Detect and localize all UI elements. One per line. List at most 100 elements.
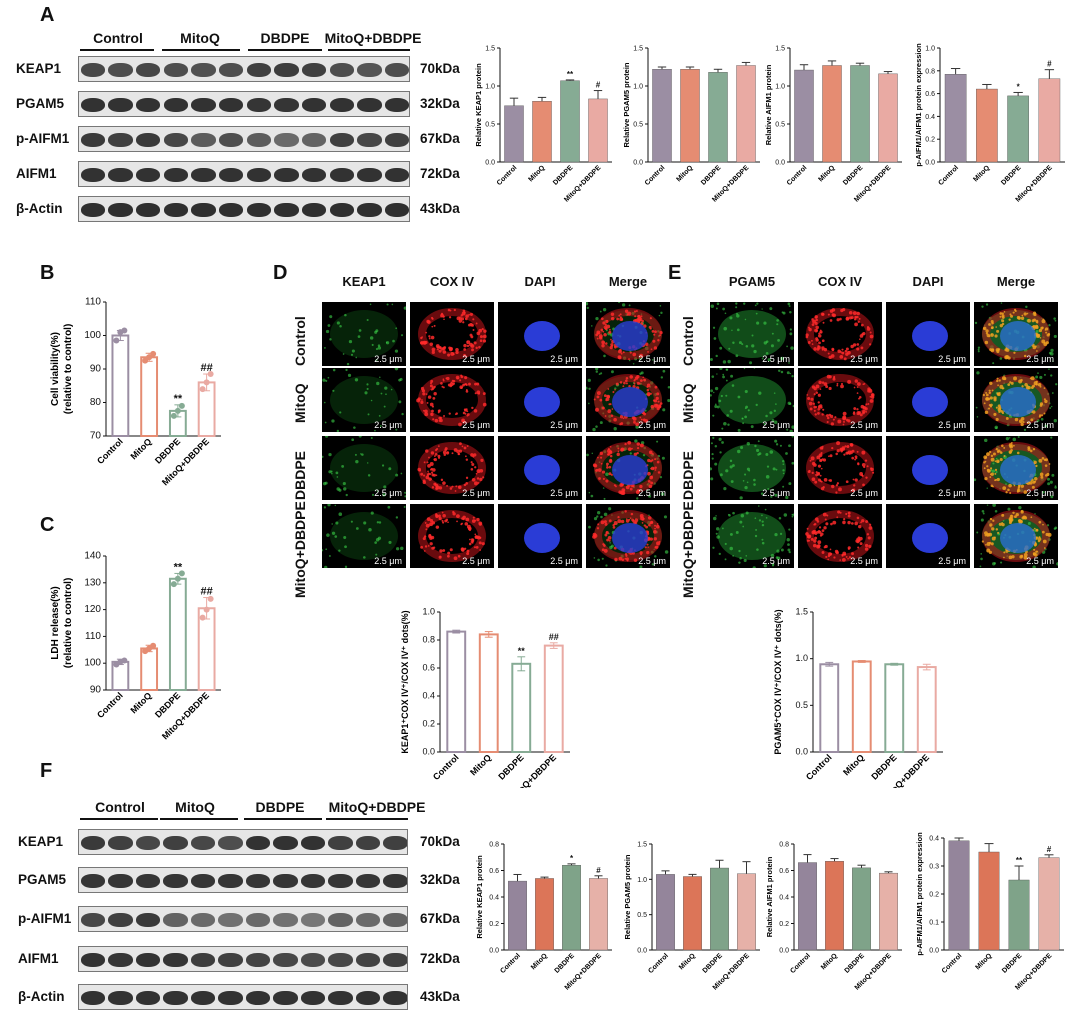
bar [535, 878, 554, 951]
mito-dot [430, 335, 435, 340]
signal-dot [789, 332, 793, 336]
mito-dot [1038, 520, 1042, 524]
mito-dot [599, 398, 603, 402]
mito-dot [469, 333, 473, 337]
mito-dot [641, 319, 644, 323]
signal-dot [739, 557, 742, 560]
mito-dot [1041, 456, 1045, 460]
mito-dot [461, 522, 463, 525]
category-label: MitoQ [841, 752, 866, 777]
mito-dot [465, 314, 469, 318]
mito-dot [996, 459, 1000, 464]
mito-dot [815, 338, 819, 342]
mito-dot [422, 392, 426, 396]
mito-dot [444, 519, 448, 523]
mito-dot [832, 520, 837, 525]
mito-dot [1001, 387, 1004, 390]
category-label: MitoQ [468, 752, 493, 777]
mito-dot [817, 345, 820, 348]
mito-dot [819, 480, 822, 483]
mito-dot [466, 549, 470, 553]
mito-dot [640, 315, 643, 318]
mito-dot [824, 544, 828, 549]
signal-dot [980, 557, 983, 561]
mito-dot [653, 346, 658, 350]
signal-dot [743, 368, 746, 370]
signal-dot [718, 437, 722, 441]
mito-dot [1008, 443, 1013, 448]
mito-dot [986, 541, 991, 546]
mito-dot [454, 490, 457, 492]
signal-dot [661, 456, 665, 460]
mic-image [524, 523, 560, 553]
bar [197, 607, 216, 691]
signal-dot [782, 311, 786, 315]
mito-dot [812, 402, 815, 405]
bar [850, 65, 870, 163]
mito-dot [860, 521, 862, 524]
mito-dot [616, 452, 620, 457]
mito-dot [461, 547, 464, 550]
mito-dot [629, 375, 634, 379]
signal-dot [977, 350, 980, 353]
blot-band [384, 62, 409, 78]
scale-bar-label: 2.5 μm [462, 488, 490, 498]
significance-marker: * [1017, 82, 1021, 91]
blot-band [163, 62, 189, 78]
signal-dot [751, 344, 755, 348]
scale-bar-label: 2.5 μm [762, 488, 790, 498]
blot-group-line [248, 49, 322, 51]
scale-bar-label: 2.5 μm [550, 420, 578, 430]
signal-dot [324, 565, 328, 568]
mito-dot [619, 414, 624, 419]
signal-dot [344, 565, 348, 568]
signal-dot [593, 517, 598, 521]
signal-dot [634, 439, 638, 443]
mito-dot [1032, 552, 1037, 556]
blot-band [301, 202, 327, 218]
signal-dot [787, 302, 791, 306]
signal-dot [722, 375, 725, 379]
mito-dot [1034, 476, 1038, 481]
scale-bar-label: 2.5 μm [938, 556, 966, 566]
mito-dot [845, 480, 849, 484]
signal-dot [593, 557, 596, 559]
mito-dot [995, 417, 999, 422]
signal-dot [736, 328, 740, 332]
scale-bar-label: 2.5 μm [550, 556, 578, 566]
mito-dot [458, 319, 463, 323]
mito-dot [991, 321, 994, 325]
signal-dot [763, 564, 767, 568]
mito-dot [1039, 385, 1042, 388]
mic-tile-merge: 2.5 μm [974, 368, 1058, 432]
mito-dot [477, 482, 480, 484]
signal-dot [374, 429, 376, 432]
mito-dot [434, 418, 439, 423]
mito-dot [474, 533, 477, 536]
signal-dot [771, 418, 775, 422]
mito-dot [618, 314, 621, 317]
mito-dot [647, 516, 652, 520]
blot-protein-label: AIFM1 [18, 951, 59, 966]
mic-image [586, 302, 663, 365]
mito-dot [620, 422, 624, 425]
scale-bar-label: 2.5 μm [638, 420, 666, 430]
mito-dot [442, 346, 446, 351]
mito-dot [424, 412, 429, 417]
signal-dot [740, 514, 745, 518]
significance-marker: ## [201, 362, 213, 374]
mic-image [806, 441, 875, 494]
mito-dot [994, 460, 997, 463]
signal-dot [636, 497, 639, 500]
mito-dot [481, 542, 485, 546]
category-label: DBDPE [702, 952, 725, 975]
signal-dot [394, 349, 399, 353]
signal-dot [1049, 352, 1054, 356]
mito-dot [869, 331, 872, 334]
nucleus [612, 455, 648, 485]
mito-dot [1041, 326, 1044, 330]
mito-dot [646, 550, 650, 555]
blot-band [274, 62, 299, 78]
mito-dot [851, 552, 855, 556]
